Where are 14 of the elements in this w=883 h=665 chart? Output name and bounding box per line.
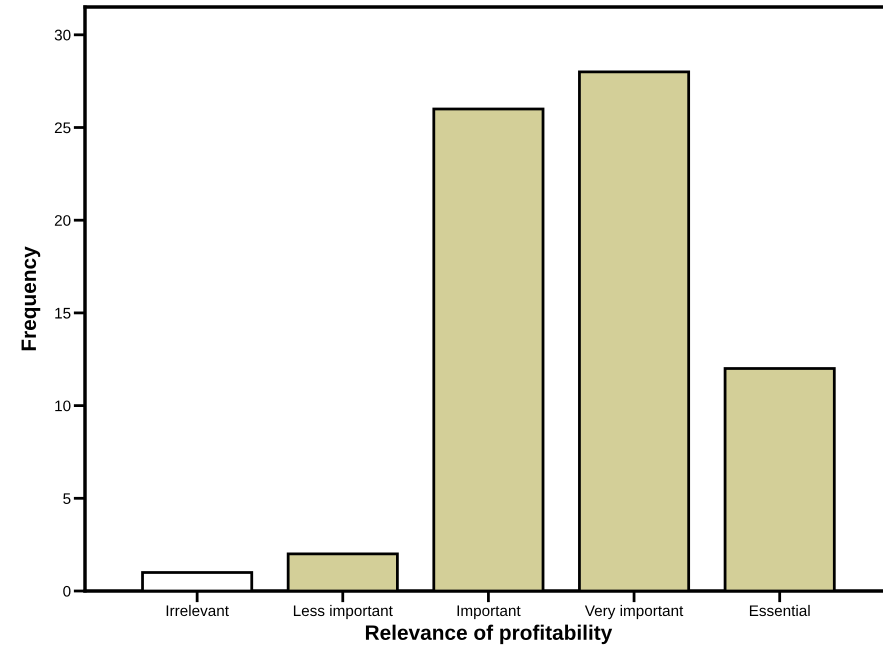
y-tick-label: 5 <box>63 493 70 504</box>
x-axis-title: Relevance of profitability <box>366 624 612 644</box>
x-tick-label: Essential <box>750 604 810 616</box>
x-tick-label: Irrelevant <box>166 604 229 616</box>
y-axis-title: Frequency <box>22 246 40 350</box>
x-tick-label: Less important <box>294 604 393 620</box>
x-tick-label: Important <box>458 605 521 620</box>
y-tick-label: 15 <box>55 308 70 319</box>
y-tick-label: 25 <box>54 122 70 134</box>
y-tick-label: 30 <box>54 30 71 40</box>
x-tick-label: Very important <box>584 604 684 620</box>
y-tick-label: 10 <box>55 400 71 412</box>
y-tick-label: 0 <box>63 586 71 597</box>
y-tick-label: 20 <box>54 215 71 226</box>
